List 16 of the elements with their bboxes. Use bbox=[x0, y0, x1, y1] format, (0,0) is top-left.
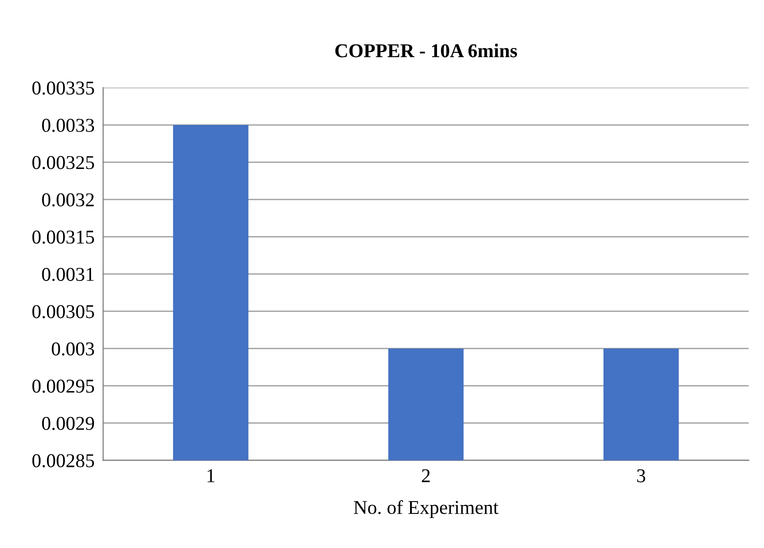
x-tick-label: 1 bbox=[208, 469, 214, 482]
y-tick-label: 0.0029 bbox=[42, 416, 94, 430]
y-tick-label: 0.003 bbox=[52, 342, 94, 356]
y-tick-label: 0.00325 bbox=[32, 156, 94, 170]
y-tick-label: 0.0032 bbox=[42, 193, 94, 206]
x-axis-title: No. of Experiment bbox=[354, 500, 498, 518]
y-tick-label: 0.00285 bbox=[32, 454, 94, 468]
y-tick-label: 0.0031 bbox=[42, 268, 94, 282]
x-tick-label: 3 bbox=[637, 469, 646, 482]
y-tick-label: 0.00295 bbox=[32, 380, 94, 393]
y-tick-label: 0.00305 bbox=[32, 305, 94, 318]
y-tick-label: 0.00335 bbox=[32, 81, 94, 95]
y-tick-label: 0.0033 bbox=[42, 118, 94, 132]
x-tick-label: 2 bbox=[422, 469, 430, 482]
y-tick-label: 0.00315 bbox=[32, 230, 94, 244]
chart-title: COPPER - 10A 6mins bbox=[335, 44, 518, 58]
